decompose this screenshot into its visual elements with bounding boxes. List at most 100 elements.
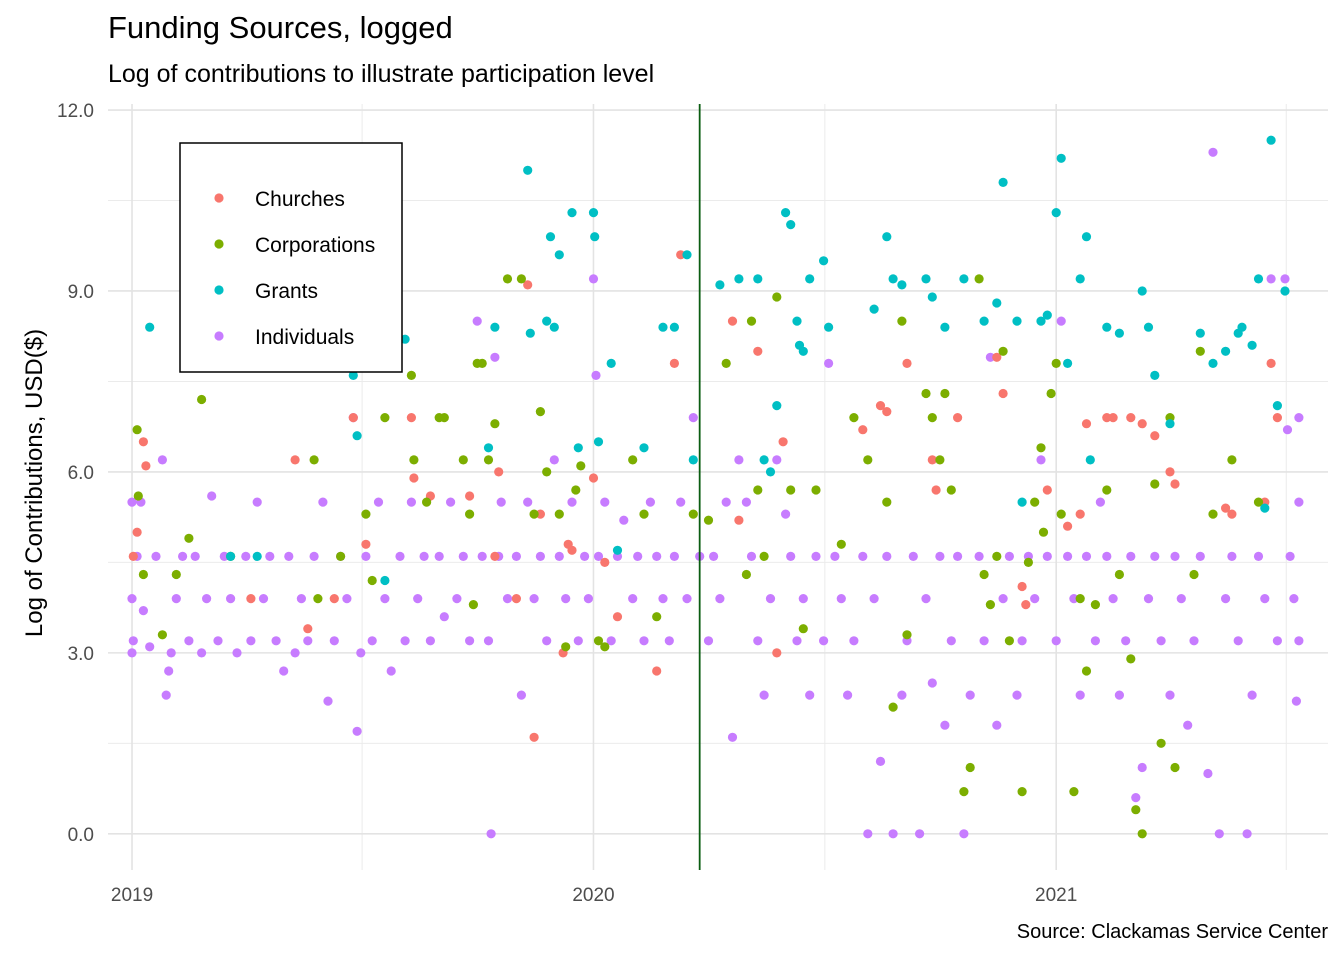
data-point-individuals (1291, 696, 1301, 706)
data-point-churches (875, 401, 886, 411)
data-point-corporations (1046, 388, 1056, 399)
data-point-individuals (1294, 636, 1304, 646)
data-point-grants (542, 316, 552, 326)
data-point-grants (1280, 286, 1290, 296)
data-point-individuals (318, 497, 328, 507)
data-point-individuals (197, 648, 207, 658)
data-point-churches (1137, 419, 1147, 429)
data-point-individuals (959, 829, 969, 839)
data-point-churches (567, 545, 577, 555)
legend: Churches Corporations Grants Individuals (179, 142, 403, 373)
data-point-grants (1208, 358, 1218, 368)
data-point-individuals (606, 636, 616, 646)
data-point-individuals (352, 726, 362, 736)
data-point-corporations (502, 274, 513, 284)
data-point-churches (588, 473, 599, 483)
data-point-individuals (811, 551, 821, 562)
data-point-individuals (178, 551, 188, 562)
data-point-churches (529, 732, 539, 742)
data-point-corporations (409, 455, 419, 465)
data-point-individuals (458, 551, 468, 562)
data-point-corporations (361, 509, 371, 519)
data-point-corporations (516, 274, 527, 284)
data-point-grants (959, 274, 969, 284)
data-point-individuals (1195, 551, 1205, 562)
data-point-churches (1150, 431, 1160, 441)
data-point-individuals (709, 551, 719, 562)
data-point-churches (992, 352, 1002, 362)
data-point-grants (1247, 340, 1257, 350)
data-point-individuals (367, 636, 377, 646)
data-point-corporations (1137, 829, 1147, 839)
data-point-grants (612, 545, 623, 555)
data-point-individuals (161, 690, 171, 700)
data-point-grants (606, 358, 616, 368)
data-point-corporations (1081, 666, 1092, 676)
data-point-grants (1036, 316, 1046, 326)
data-point-churches (652, 666, 662, 676)
data-point-corporations (422, 497, 432, 507)
data-point-individuals (882, 551, 892, 562)
axis-layer: 0.0 3.0 6.0 9.0 12.0 2019 2020 2021 (57, 101, 1077, 906)
data-point-individuals (658, 594, 668, 604)
data-point-individuals (1272, 636, 1282, 646)
data-point-corporations (1036, 443, 1046, 453)
data-point-grants (545, 232, 556, 242)
data-point-individuals (486, 829, 496, 839)
data-point-individuals (1294, 497, 1304, 507)
data-point-corporations (639, 509, 649, 519)
data-point-individuals (1017, 636, 1027, 646)
data-point-individuals (202, 594, 212, 604)
data-point-individuals (252, 497, 262, 507)
data-point-individuals (128, 636, 138, 646)
data-point-individuals (1253, 551, 1264, 562)
data-point-individuals (1176, 594, 1186, 604)
data-point-individuals (824, 358, 834, 368)
data-point-corporations (468, 600, 478, 610)
data-point-grants (1143, 322, 1154, 332)
data-point-corporations (979, 569, 989, 580)
data-point-individuals (523, 497, 533, 507)
data-point-individuals (583, 594, 594, 604)
data-point-corporations (849, 413, 859, 423)
data-point-grants (1056, 153, 1066, 163)
data-point-grants (781, 208, 791, 218)
data-point-grants (1114, 328, 1124, 338)
data-point-corporations (171, 569, 181, 580)
data-point-individuals (373, 497, 384, 507)
data-point-individuals (1004, 551, 1015, 562)
data-point-individuals (1081, 551, 1092, 562)
data-point-grants (798, 346, 808, 356)
points-layer (127, 135, 1304, 839)
legend-key (214, 331, 224, 341)
data-point-individuals (588, 274, 599, 284)
data-point-churches (290, 455, 300, 465)
data-point-corporations (1131, 805, 1141, 815)
data-point-churches (927, 455, 937, 465)
data-point-individuals (1063, 551, 1073, 562)
data-point-corporations (688, 509, 698, 519)
data-point-grants (352, 431, 362, 441)
data-point-individuals (472, 316, 482, 326)
data-point-churches (753, 346, 763, 356)
data-point-individuals (593, 551, 604, 562)
data-point-corporations (959, 787, 969, 797)
data-point-individuals (361, 551, 371, 562)
data-point-individuals (164, 666, 174, 676)
legend-label: Individuals (255, 326, 354, 349)
chart-subtitle: Log of contributions to illustrate parti… (108, 60, 655, 88)
legend-item-individuals: Individuals (214, 326, 354, 349)
data-point-individuals (511, 551, 521, 562)
data-point-corporations (1017, 787, 1027, 797)
data-point-corporations (1227, 455, 1237, 465)
data-point-corporations (1195, 346, 1205, 356)
data-point-corporations (1253, 497, 1264, 507)
data-point-individuals (1051, 636, 1061, 646)
data-point-churches (669, 358, 680, 368)
data-point-churches (1063, 521, 1073, 531)
data-point-individuals (406, 497, 416, 507)
data-point-corporations (882, 497, 892, 507)
data-point-grants (805, 274, 815, 284)
data-point-grants (682, 250, 692, 260)
data-point-individuals (765, 594, 776, 604)
